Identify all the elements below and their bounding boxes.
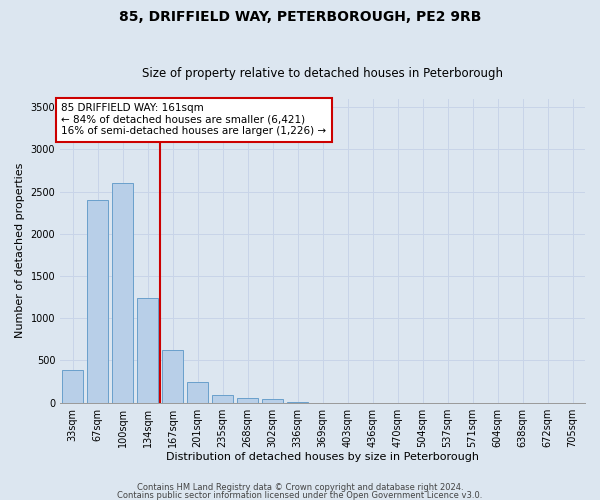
Bar [162, 350, 183, 403]
Text: Contains public sector information licensed under the Open Government Licence v3: Contains public sector information licen… [118, 490, 482, 500]
Bar [112, 183, 133, 402]
Bar [187, 382, 208, 402]
Title: Size of property relative to detached houses in Peterborough: Size of property relative to detached ho… [142, 66, 503, 80]
Bar [87, 200, 108, 402]
Bar [62, 370, 83, 402]
Text: Contains HM Land Registry data © Crown copyright and database right 2024.: Contains HM Land Registry data © Crown c… [137, 484, 463, 492]
X-axis label: Distribution of detached houses by size in Peterborough: Distribution of detached houses by size … [166, 452, 479, 462]
Text: 85, DRIFFIELD WAY, PETERBOROUGH, PE2 9RB: 85, DRIFFIELD WAY, PETERBOROUGH, PE2 9RB [119, 10, 481, 24]
Y-axis label: Number of detached properties: Number of detached properties [15, 163, 25, 338]
Text: 85 DRIFFIELD WAY: 161sqm
← 84% of detached houses are smaller (6,421)
16% of sem: 85 DRIFFIELD WAY: 161sqm ← 84% of detach… [61, 104, 326, 136]
Bar [237, 398, 258, 402]
Bar [212, 395, 233, 402]
Bar [262, 400, 283, 402]
Bar [137, 298, 158, 403]
